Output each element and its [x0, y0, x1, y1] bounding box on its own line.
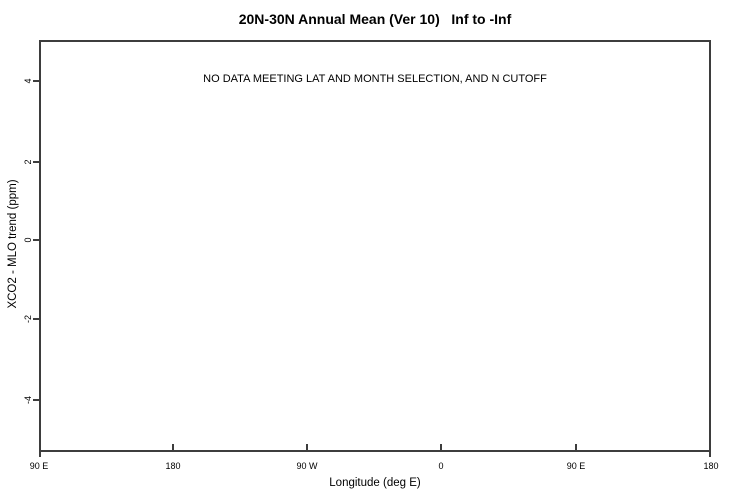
no-data-message: NO DATA MEETING LAT AND MONTH SELECTION,…	[203, 73, 547, 85]
x-tick-label: 180	[703, 461, 719, 471]
y-tick-label: 0	[23, 237, 33, 243]
y-tick-mark	[33, 161, 39, 163]
y-tick-label: 4	[23, 78, 33, 84]
y-tick-mark	[33, 399, 39, 401]
x-tick-label: 90 E	[29, 461, 49, 471]
x-tick-label: 0	[438, 461, 444, 471]
y-tick-mark	[33, 239, 39, 241]
x-tick-label: 90 E	[566, 461, 586, 471]
x-tick-label: 90 W	[296, 461, 318, 471]
x-axis-label: Longitude (deg E)	[329, 477, 421, 489]
plot-area	[39, 40, 711, 452]
x-tick-mark	[306, 444, 308, 451]
y-tick-mark	[33, 80, 39, 82]
y-tick-label: -2	[23, 314, 33, 324]
y-tick-label: -4	[23, 395, 33, 405]
chart-title: 20N-30N Annual Mean (Ver 10) Inf to -Inf	[238, 11, 512, 27]
x-tick-mark	[575, 444, 577, 451]
x-tick-mark	[709, 452, 711, 457]
x-tick-mark	[172, 444, 174, 451]
x-tick-mark	[39, 452, 41, 457]
x-tick-label: 180	[165, 461, 181, 471]
y-tick-mark	[33, 318, 39, 320]
y-axis-label: XCO2 - MLO trend (ppm)	[7, 179, 19, 309]
y-tick-label: 2	[23, 159, 33, 165]
x-tick-mark	[440, 444, 442, 451]
